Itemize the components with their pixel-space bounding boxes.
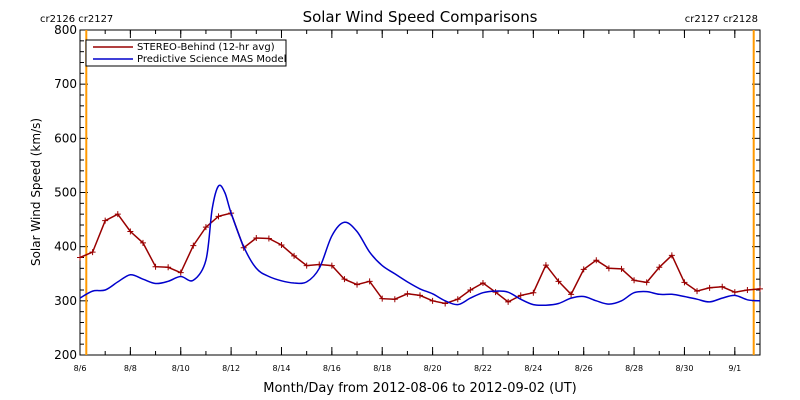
y-tick-label: 800 [54, 23, 77, 37]
legend-label-model: Predictive Science MAS Model [137, 54, 286, 65]
plot-area: 200 300 400 500 600 700 800 8/6 8/8 8/10 8/12 8/14… [54, 23, 763, 373]
legend: STEREO-Behind (12-hr avg) Predictive Sci… [85, 39, 287, 67]
stereo-data-point [202, 224, 209, 231]
stereo-data-point [177, 269, 184, 276]
stereo-data-point [278, 242, 285, 249]
plot-frame [79, 29, 761, 356]
stereo-data-point [719, 283, 726, 290]
x-tick-label: 8/12 [222, 364, 240, 373]
carrington-boundaries [85, 30, 755, 355]
stereo-data-point [681, 279, 688, 286]
stereo-data-point [568, 291, 575, 298]
stereo-data-point [467, 287, 474, 293]
stereo-data-point [479, 279, 486, 286]
stereo-data-point [366, 278, 373, 285]
stereo-data-point [253, 235, 260, 241]
stereo-data-point [114, 211, 121, 218]
stereo-data-point [77, 254, 83, 261]
x-axis-label: Month/Day from 2012-08-06 to 2012-09-02 … [263, 381, 576, 396]
x-tick-label: 8/28 [625, 364, 643, 373]
stereo-data-point [668, 252, 675, 259]
carrington-label-right: cr2127 cr2128 [685, 14, 758, 25]
x-tick-label: 8/10 [172, 364, 190, 373]
carrington-label-left: cr2126 cr2127 [40, 14, 113, 25]
y-tick-label: 700 [54, 77, 77, 91]
stereo-data-point [328, 262, 335, 269]
x-tick-label: 8/30 [675, 364, 693, 373]
stereo-data-point [379, 295, 386, 302]
x-tick-label: 8/18 [373, 364, 391, 373]
stereo-data-point [417, 292, 423, 299]
stereo-data-point [580, 266, 587, 273]
stereo-data-point [127, 228, 134, 235]
series-layer [77, 184, 763, 307]
y-axis-label: Solar Wind Speed (km/s) [29, 118, 43, 266]
stereo-data-point [643, 279, 650, 286]
y-tick-label: 400 [54, 240, 77, 254]
legend-box [85, 39, 287, 67]
stereo-data-point [429, 297, 436, 304]
stereo-data-point [706, 284, 713, 291]
mas-model-line [79, 184, 761, 307]
x-tick-label: 8/26 [575, 364, 593, 373]
stereo-data-point [530, 289, 537, 296]
y-tick-label: 500 [54, 186, 77, 200]
stereo-data-point [731, 289, 738, 296]
stereo-data-point [404, 290, 411, 297]
stereo-data-point [744, 287, 751, 293]
stereo-data-point [291, 252, 298, 259]
stereo-data-point [89, 249, 96, 256]
stereo-data-point [505, 298, 512, 305]
stereo-data-point [542, 262, 549, 269]
stereo-data-point [165, 264, 172, 271]
x-tick-label: 8/8 [124, 364, 137, 373]
stereo-data-point [102, 217, 109, 224]
stereo-data-point [215, 213, 222, 220]
stereo-data-point [694, 288, 701, 295]
stereo-data-point [139, 239, 146, 246]
stereo-data-point [152, 263, 159, 270]
stereo-data-point [656, 264, 663, 271]
y-axis: 200 300 400 500 600 700 800 [54, 23, 760, 362]
stereo-data-point [618, 265, 625, 272]
stereo-data-point [605, 265, 612, 272]
x-tick-label: 8/22 [474, 364, 492, 373]
stereo-data-point [454, 296, 461, 303]
stereo-data-point [517, 292, 524, 299]
y-tick-label: 600 [54, 131, 77, 145]
legend-label-stereo: STEREO-Behind (12-hr avg) [137, 42, 275, 53]
stereo-data-point [391, 296, 398, 303]
stereo-data-point [757, 285, 763, 292]
x-tick-label: 8/16 [323, 364, 341, 373]
x-tick-label: 8/20 [424, 364, 442, 373]
x-tick-label: 8/14 [272, 364, 290, 373]
stereo-data-point [555, 278, 562, 285]
y-tick-label: 300 [54, 294, 77, 308]
stereo-data-point [631, 277, 638, 284]
stereo-data-point [265, 235, 272, 242]
x-axis: 8/6 8/8 8/10 8/12 8/14 8/16 8/18 8/20 8/22 8/24 8/… [74, 30, 761, 373]
chart-title: Solar Wind Speed Comparisons [303, 8, 538, 26]
x-tick-label: 8/6 [74, 364, 87, 373]
stereo-data-point [303, 262, 310, 269]
stereo-behind-line [79, 212, 761, 305]
stereo-data-point [341, 276, 348, 283]
stereo-data-point [492, 289, 499, 296]
x-tick-label: 9/1 [728, 364, 741, 373]
stereo-data-point [354, 281, 361, 288]
stereo-data-point [593, 257, 600, 264]
y-tick-label: 200 [54, 348, 77, 362]
x-tick-label: 8/24 [524, 364, 542, 373]
stereo-data-point [190, 242, 197, 249]
